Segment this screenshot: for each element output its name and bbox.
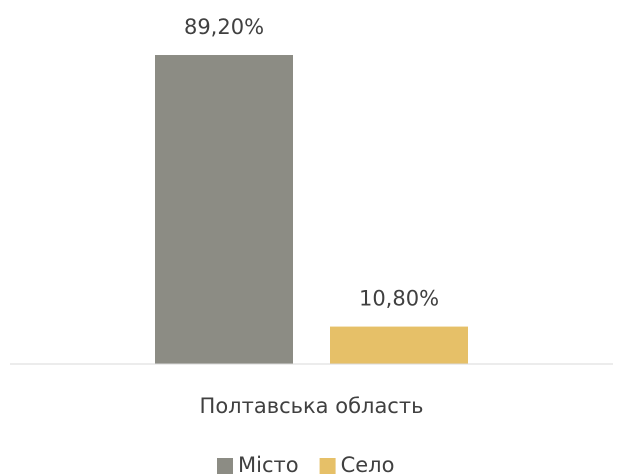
legend-swatch — [217, 458, 233, 474]
legend-label: Місто — [238, 453, 299, 476]
legend-label: Село — [341, 453, 395, 476]
data-label: 89,20% — [184, 15, 264, 39]
bar — [155, 55, 293, 364]
data-label: 10,80% — [359, 287, 439, 311]
bar — [330, 326, 468, 364]
legend-swatch — [319, 458, 336, 474]
x-tick-label: Полтавська область — [200, 394, 424, 418]
